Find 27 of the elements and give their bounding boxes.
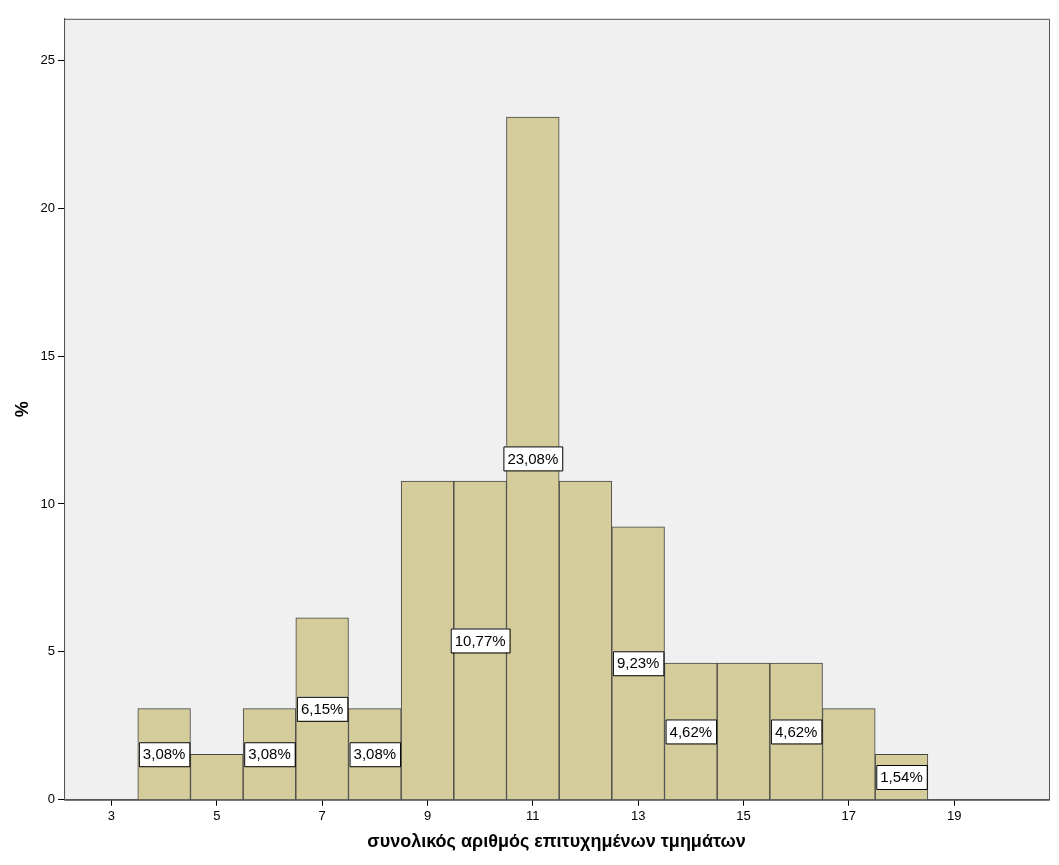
x-tick-label: 15 — [736, 808, 751, 824]
data-label: 23,08% — [507, 449, 559, 467]
y-tick-label: 25 — [40, 51, 56, 67]
x-tick-label: 17 — [841, 808, 857, 824]
data-label: 4,62% — [774, 722, 818, 740]
x-tick-label: 19 — [946, 808, 962, 824]
data-label: 3,08% — [142, 745, 186, 763]
data-label: 4,62% — [669, 722, 713, 740]
data-label: 6,15% — [300, 699, 344, 717]
data-label: 9,23% — [616, 654, 660, 672]
x-tick-label: 3 — [107, 808, 116, 824]
y-axis-title: % — [11, 401, 32, 418]
x-tick-label: 11 — [526, 808, 540, 824]
y-tick-label: 20 — [40, 199, 56, 215]
data-label: 1,54% — [880, 768, 923, 786]
x-axis-title: συνολικός αριθμός επιτυχημένων τμημάτων — [367, 831, 746, 852]
y-tick-label: 10 — [40, 495, 56, 511]
y-tick-label: 15 — [40, 347, 56, 363]
y-tick-label: 5 — [47, 643, 56, 659]
x-tick-label: 5 — [213, 808, 221, 824]
y-tick-label: 0 — [47, 791, 56, 807]
data-label: 10,77% — [454, 631, 506, 649]
x-tick-label: 7 — [318, 808, 326, 824]
x-tick-label: 13 — [630, 808, 646, 824]
data-label: 3,08% — [248, 745, 291, 763]
data-label: 3,08% — [353, 745, 397, 763]
x-tick-label: 9 — [423, 808, 432, 824]
